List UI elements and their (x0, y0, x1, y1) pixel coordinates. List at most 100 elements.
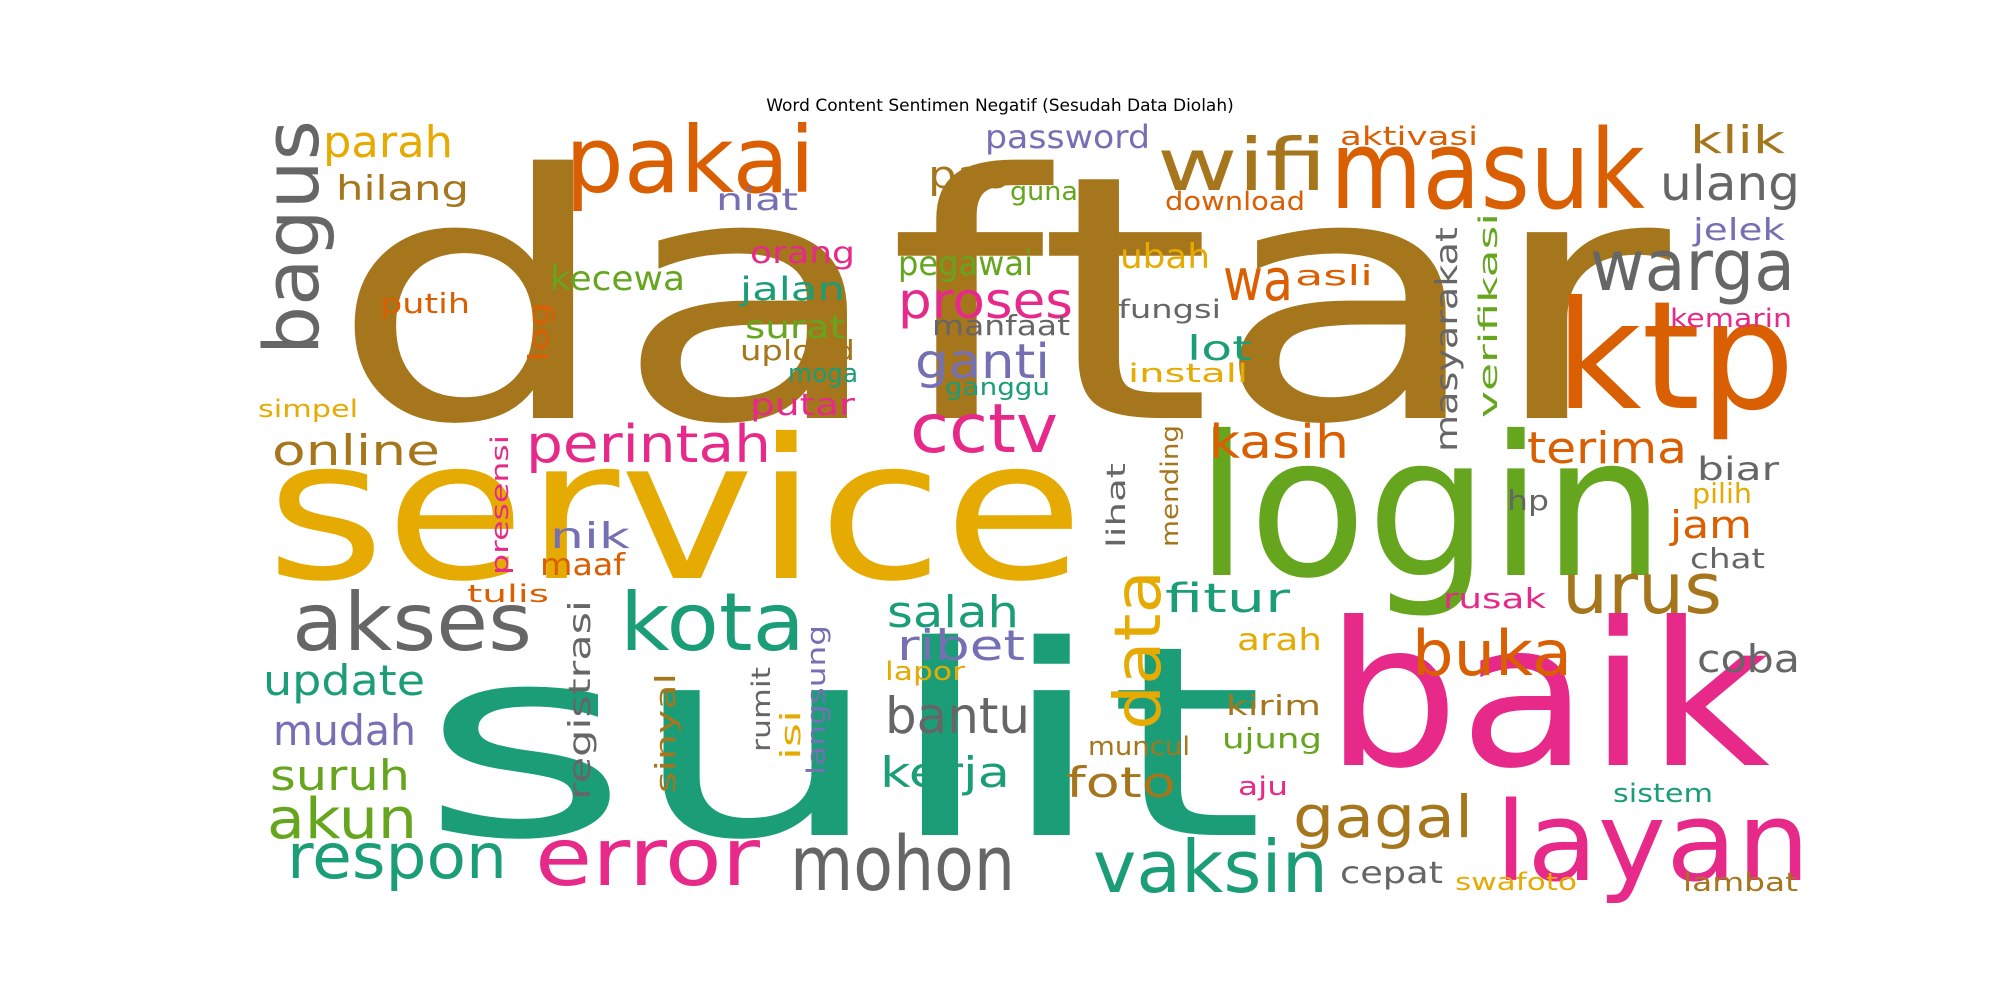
word-presensi: presensi (486, 435, 514, 575)
word-aju: aju (1238, 772, 1288, 802)
word-error: error (535, 811, 760, 904)
word-respon: respon (287, 820, 507, 893)
word-download: download (1165, 187, 1305, 217)
word-wifi: wifi (1157, 123, 1327, 207)
word-kemarin: kemarin (1670, 304, 1792, 334)
word-akun: akun (267, 787, 417, 852)
word-update: update (263, 656, 425, 705)
word-coba: coba (1697, 637, 1800, 681)
word-sistem: sistem (1613, 779, 1713, 809)
word-cctv: cctv (910, 390, 1058, 469)
chart-title: Word Content Sentimen Negatif (Sesudah D… (766, 96, 1234, 116)
word-aktivasi: aktivasi (1340, 122, 1478, 152)
word-terima: terima (1527, 423, 1687, 474)
word-lihat: lihat (1102, 463, 1132, 548)
word-registrasi: registrasi (563, 600, 598, 800)
word-layan: layan (1495, 778, 1810, 906)
word-isi: isi (774, 710, 807, 760)
word-klik: klik (1690, 118, 1785, 162)
word-kasih: kasih (1209, 415, 1349, 469)
word-proses: proses (898, 272, 1073, 330)
word-simpel: simpel (258, 395, 358, 423)
word-jelek: jelek (1692, 213, 1786, 248)
word-buka: buka (1412, 617, 1572, 690)
word-pilih: pilih (1692, 477, 1752, 510)
word-ujung: ujung (1222, 722, 1322, 755)
word-ktp: ktp (1555, 270, 1795, 444)
word-pas: pas (928, 153, 1008, 197)
word-guna: guna (1010, 177, 1078, 207)
word-pakai: pakai (565, 107, 815, 214)
word-fungsi: fungsi (1118, 295, 1221, 325)
word-arah: arah (1237, 623, 1322, 658)
word-surat: surat (745, 308, 845, 346)
word-sinyal: sinyal (649, 673, 682, 793)
word-mending: mending (1156, 425, 1184, 547)
word-cepat: cepat (1340, 856, 1443, 891)
word-service: service (266, 397, 1084, 624)
word-log: log (522, 302, 555, 362)
word-biar: biar (1697, 450, 1780, 488)
word-baik: baik (1325, 580, 1770, 813)
word-parah: parah (323, 117, 453, 168)
word-lot: lot (1187, 329, 1252, 369)
word-verifikasi: verifikasi (1474, 213, 1504, 418)
word-upload: upload (740, 334, 855, 367)
word-fitur: fitur (1165, 576, 1291, 622)
word-daftar: daftar (330, 103, 1675, 499)
word-muncul: muncul (1088, 732, 1190, 762)
word-gagal: gagal (1293, 783, 1473, 851)
word-maaf: maaf (540, 548, 627, 583)
word-ribet: ribet (897, 621, 1025, 670)
word-chat: chat (1690, 542, 1765, 575)
word-masuk: masuk (1330, 106, 1645, 234)
word-hilang: hilang (336, 169, 469, 209)
word-swafoto: swafoto (1455, 868, 1577, 896)
word-vaksin: vaksin (1093, 825, 1328, 909)
word-mohon: mohon (790, 819, 1015, 908)
word-moga: moga (788, 359, 858, 389)
word-rumit: rumit (747, 667, 777, 752)
word-pegawai: pegawai (898, 244, 1033, 284)
word-nik: nik (550, 516, 630, 557)
word-jalan: jalan (739, 270, 845, 308)
word-ubah: ubah (1120, 237, 1210, 277)
word-akses: akses (292, 576, 532, 669)
word-putar: putar (750, 388, 856, 423)
word-jam: jam (1669, 503, 1752, 547)
word-hp: hp (1507, 484, 1549, 517)
word-manfaat: manfaat (932, 309, 1070, 342)
word-login: login (1195, 394, 1665, 621)
word-mudah: mudah (273, 706, 416, 755)
word-putih: putih (380, 287, 470, 320)
word-salah: salah (887, 587, 1019, 638)
word-kecewa: kecewa (550, 259, 685, 299)
word-perintah: perintah (526, 415, 771, 475)
word-wa: wa (1223, 246, 1293, 314)
word-password: password (985, 118, 1150, 156)
word-langsung: langsung (802, 625, 832, 775)
word-data: data (1102, 570, 1176, 730)
word-lambat: lambat (1683, 868, 1798, 898)
word-tulis: tulis (467, 580, 549, 608)
word-kerja: kerja (880, 748, 1010, 797)
word-suruh: suruh (270, 751, 410, 800)
word-niat: niat (716, 183, 798, 218)
word-ganti: ganti (915, 334, 1050, 390)
word-ganggu: ganggu (945, 373, 1050, 401)
word-online: online (272, 426, 440, 475)
word-bagus: bagus (247, 120, 336, 355)
word-foto: foto (1066, 758, 1176, 807)
word-lapor: lapor (885, 657, 965, 687)
word-kota: kota (620, 576, 805, 669)
word-ulang: ulang (1660, 156, 1800, 212)
word-orang: orang (750, 236, 855, 271)
word-bantu: bantu (885, 687, 1030, 745)
word-rusak: rusak (1443, 582, 1547, 615)
word-install: install (1128, 359, 1248, 389)
word-kirim: kirim (1226, 689, 1321, 722)
word-asli: asli (1295, 259, 1373, 292)
word-warga: warga (1590, 225, 1795, 307)
word-masyarakat: masyarakat (1430, 227, 1465, 452)
